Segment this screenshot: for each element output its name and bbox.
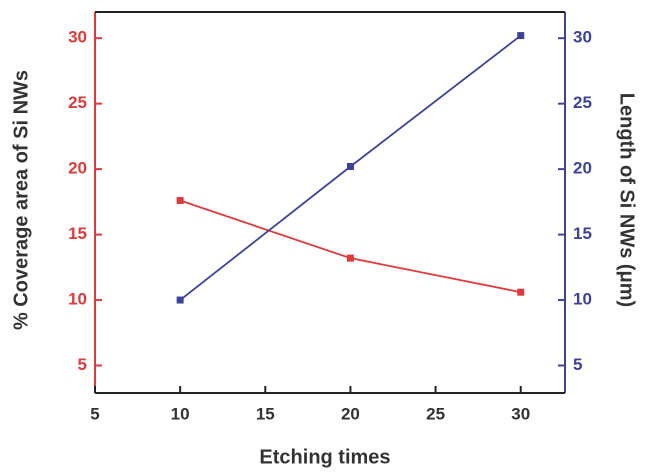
y-tick-label: 20 (68, 159, 87, 178)
x-tick-label: 10 (171, 404, 190, 423)
y2-tick-label: 10 (573, 290, 592, 309)
x-tick-label: 30 (511, 404, 530, 423)
point (517, 288, 525, 296)
y2-tick-label: 25 (573, 93, 592, 112)
x-tick-label: 5 (90, 404, 99, 423)
x-axis-label: Etching times (259, 446, 390, 468)
point (517, 32, 525, 40)
x-tick-label: 15 (256, 404, 275, 423)
y-tick-label: 15 (68, 224, 87, 243)
y-axis-label: % Coverage area of Si NWs (10, 70, 32, 330)
x-tick-label: 25 (426, 404, 445, 423)
point (176, 197, 184, 205)
y2-tick-label: 20 (573, 159, 592, 178)
x-tick-label: 20 (341, 404, 360, 423)
y2-tick-label: 5 (573, 355, 582, 374)
y2-tick-label: 15 (573, 224, 592, 243)
y2-axis-label: Length of Si NWs (μm) (616, 93, 638, 307)
y-tick-label: 10 (68, 290, 87, 309)
y-tick-label: 30 (68, 28, 87, 47)
point (176, 296, 184, 304)
y-tick-label: 5 (78, 355, 87, 374)
point (346, 162, 354, 170)
y2-tick-label: 30 (573, 28, 592, 47)
series-line (179, 199, 521, 294)
y-tick-label: 25 (68, 93, 87, 112)
point (346, 254, 354, 262)
